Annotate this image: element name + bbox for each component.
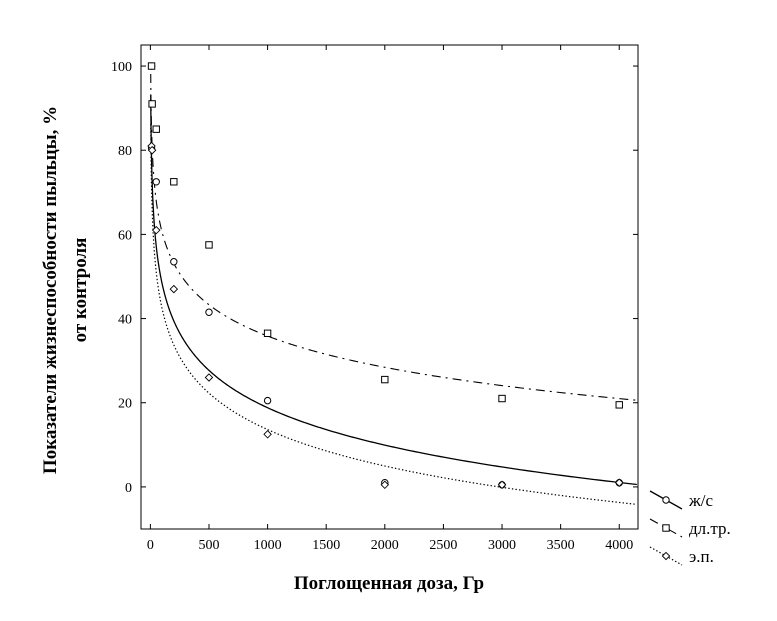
- x-tick-label: 1000: [254, 538, 282, 553]
- data-point-square: [381, 375, 389, 384]
- data-point-square: [152, 125, 160, 133]
- y-tick-label: 60: [118, 228, 132, 243]
- x-tick-label: 2500: [429, 538, 457, 553]
- y-axis-title-line-1: Показатели жизнеспособности пыльцы, %: [40, 106, 61, 474]
- data-point-circle: [205, 308, 213, 316]
- data-point-diamond: [497, 480, 507, 490]
- data-point-diamond: [147, 145, 157, 155]
- data-point-diamond: [380, 480, 390, 490]
- x-axis: 0 500 1000 1500 2000 2500 3000 3500 4000: [147, 45, 633, 553]
- data-point-circle: [263, 396, 272, 405]
- legend-marker-circle: [662, 496, 670, 504]
- data-point-diamond: [169, 284, 179, 294]
- y-axis-title-line-2: от контроля: [70, 238, 91, 343]
- fit-curve-square: [150, 73, 637, 401]
- data-point-square: [147, 62, 156, 70]
- x-tick-label: 500: [198, 538, 219, 553]
- y-axis: 0 20 40 60 80 100: [111, 60, 638, 496]
- data-point-square: [170, 178, 178, 186]
- legend-label-square: дл.тр.: [689, 519, 731, 538]
- plot-area-border: [140, 44, 639, 530]
- y-tick-label: 20: [118, 397, 132, 412]
- y-axis-title: Показатели жизнеспособности пыльцы, % от…: [40, 106, 91, 474]
- legend-label-diamond: э.п.: [689, 547, 714, 566]
- fit-lines: [150, 73, 637, 505]
- x-axis-title: Поглощенная доза, Гр: [294, 573, 484, 594]
- data-point-diamond: [204, 373, 214, 382]
- x-tick-label: 4000: [605, 538, 633, 553]
- y-tick-label: 0: [125, 481, 132, 496]
- fit-curve-circle: [150, 94, 637, 486]
- x-tick-label: 2000: [371, 538, 399, 553]
- data-point-circle: [152, 178, 160, 186]
- x-tick-label: 3000: [488, 538, 516, 553]
- data-point-diamond: [263, 430, 272, 439]
- y-tick-label: 80: [118, 144, 132, 159]
- data-point-circle: [170, 258, 178, 266]
- fit-curve-diamond: [150, 124, 637, 505]
- legend-marker-diamond: [661, 551, 671, 561]
- data-point-diamond: [152, 225, 161, 235]
- legend-marker-square: [662, 524, 670, 532]
- x-tick-label: 0: [147, 538, 154, 553]
- y-tick-label: 40: [118, 313, 132, 328]
- data-point-diamond: [615, 478, 624, 487]
- y-tick-label: 100: [111, 60, 132, 75]
- x-tick-label: 1500: [312, 538, 340, 553]
- plot-frame: [140, 44, 639, 530]
- legend-label-circle: ж/с: [688, 491, 713, 510]
- x-tick-label: 3500: [547, 538, 575, 553]
- data-point-square: [148, 100, 156, 108]
- data-point-square: [263, 329, 272, 337]
- legend-line-square: [649, 518, 683, 538]
- legend: ж/с дл.тр. э.п.: [649, 490, 731, 566]
- data-markers: [147, 62, 624, 490]
- data-point-square: [615, 401, 623, 409]
- data-point-square: [498, 394, 506, 403]
- data-point-square: [205, 241, 213, 249]
